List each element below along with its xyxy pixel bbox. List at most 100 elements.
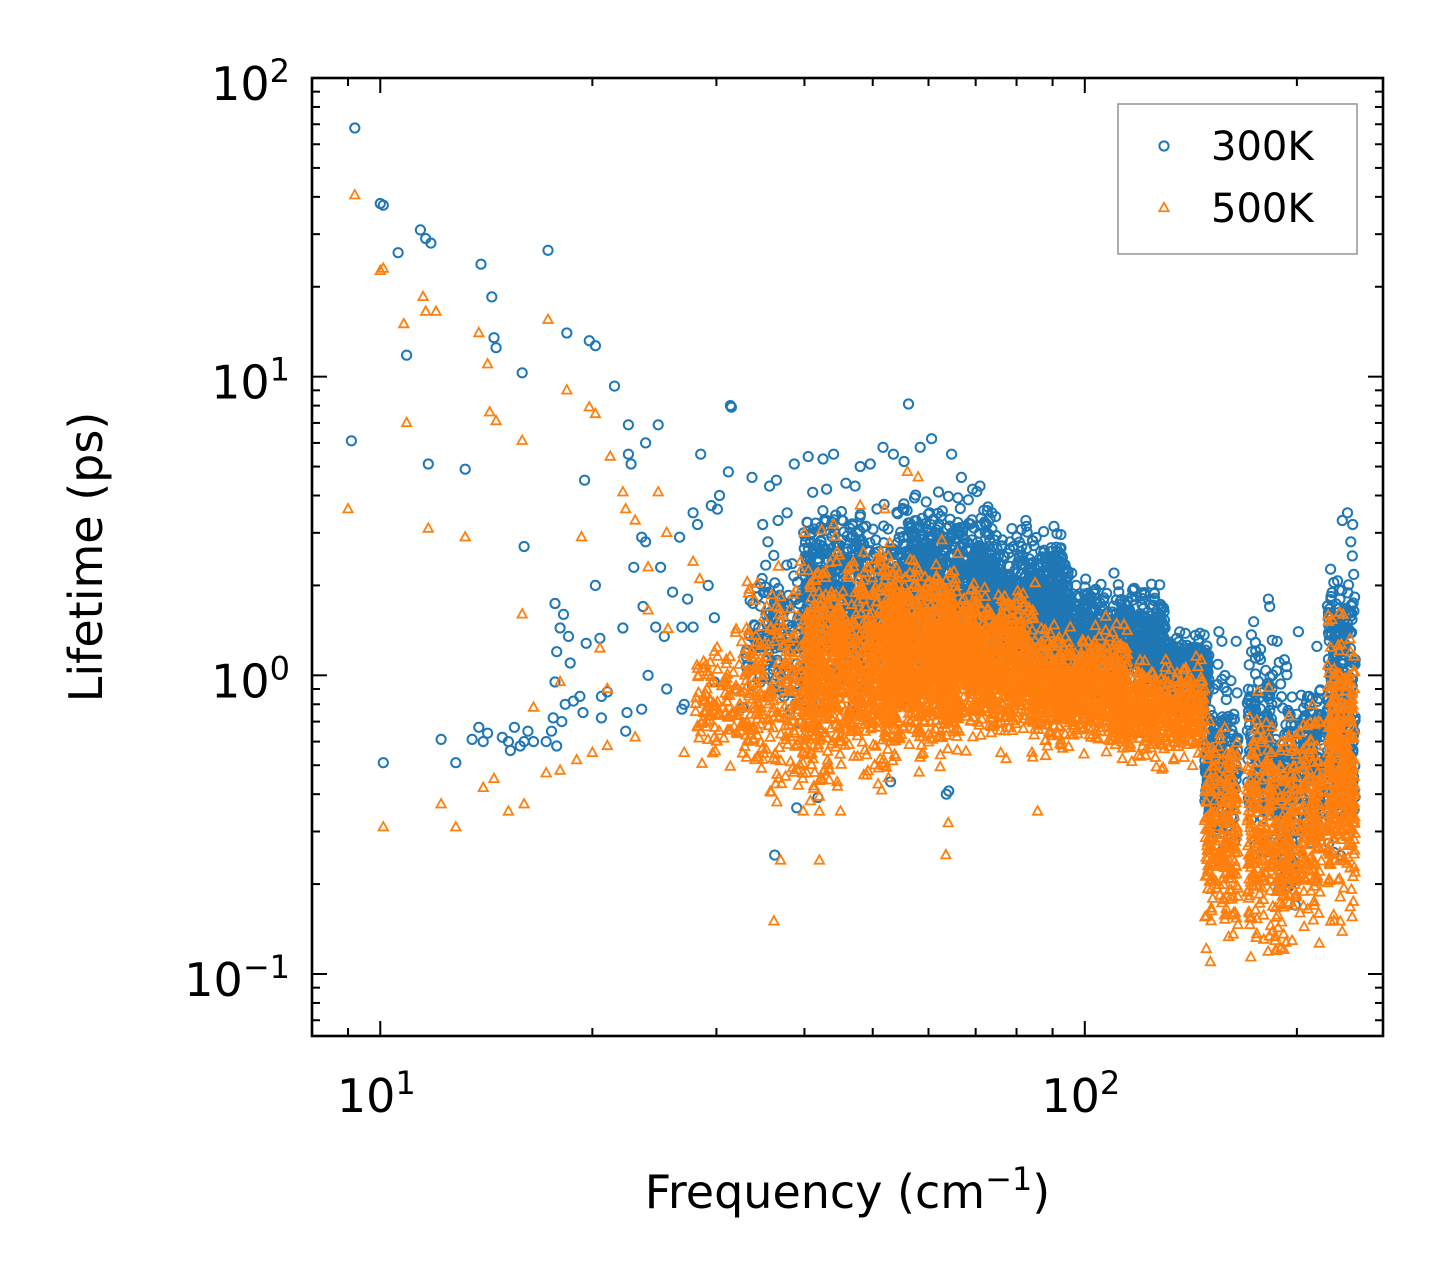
data-point-300K bbox=[1341, 507, 1354, 519]
data-point-300K bbox=[788, 458, 800, 470]
data-point-300K bbox=[617, 622, 629, 634]
data-point-300K bbox=[642, 669, 654, 681]
data-point-300K bbox=[802, 451, 814, 463]
data-point-300K bbox=[968, 522, 980, 534]
data-point-300K bbox=[1231, 687, 1243, 699]
data-point-300K bbox=[958, 521, 970, 534]
data-point-300K bbox=[959, 534, 971, 546]
data-point-300K bbox=[826, 516, 838, 528]
data-point-300K bbox=[414, 224, 426, 236]
data-point-300K bbox=[887, 448, 900, 460]
data-point-300K bbox=[1286, 691, 1298, 703]
data-point-300K bbox=[1021, 526, 1033, 538]
data-point-300K bbox=[488, 332, 500, 344]
data-point-300K bbox=[764, 480, 776, 492]
data-point-300K bbox=[1051, 565, 1063, 577]
data-point-300K bbox=[1345, 536, 1357, 548]
data-point-300K bbox=[577, 707, 589, 719]
data-point-300K bbox=[1311, 640, 1323, 653]
data-point-300K bbox=[583, 335, 595, 347]
data-point-300K bbox=[561, 327, 573, 339]
data-point-300K bbox=[508, 721, 521, 733]
data-point-300K bbox=[1112, 579, 1124, 591]
data-point-300K bbox=[1003, 543, 1016, 555]
data-point-300K bbox=[902, 398, 915, 410]
data-point-300K bbox=[911, 522, 923, 534]
data-point-300K bbox=[477, 736, 489, 748]
data-point-300K bbox=[768, 549, 780, 562]
data-point-300K bbox=[542, 244, 554, 256]
data-point-300K bbox=[897, 502, 909, 515]
data-point-300K bbox=[939, 545, 951, 557]
series-500K bbox=[341, 188, 1362, 967]
data-point-300K bbox=[1108, 567, 1120, 579]
data-point-300K bbox=[589, 340, 602, 352]
data-point-300K bbox=[547, 712, 559, 724]
data-point-300K bbox=[836, 514, 848, 526]
data-point-300K bbox=[788, 570, 800, 582]
data-point-300K bbox=[687, 621, 699, 633]
data-point-300K bbox=[579, 474, 591, 486]
data-point-300K bbox=[1028, 540, 1040, 552]
data-point-300K bbox=[846, 518, 858, 530]
data-point-300K bbox=[808, 523, 820, 535]
data-point-300K bbox=[757, 518, 769, 531]
data-point-300K bbox=[935, 510, 947, 522]
data-point-300K bbox=[1027, 535, 1039, 547]
data-point-300K bbox=[1216, 635, 1228, 647]
data-point-300K bbox=[947, 529, 960, 541]
data-point-300K bbox=[628, 561, 640, 573]
data-point-300K bbox=[551, 740, 563, 752]
data-point-300K bbox=[849, 480, 861, 492]
data-point-300K bbox=[608, 380, 621, 392]
data-point-300K bbox=[793, 598, 805, 610]
data-point-300K bbox=[559, 698, 571, 710]
data-point-300K bbox=[942, 490, 955, 502]
data-point-300K bbox=[1038, 526, 1050, 538]
data-point-300K bbox=[1014, 555, 1026, 567]
data-point-300K bbox=[475, 258, 487, 270]
data-point-300K bbox=[486, 291, 498, 303]
data-point-300K bbox=[1038, 619, 1050, 631]
data-point-300K bbox=[870, 534, 882, 546]
data-point-300K bbox=[392, 247, 404, 259]
data-point-300K bbox=[910, 515, 923, 527]
data-point-300K bbox=[435, 733, 447, 746]
data-point-300K bbox=[466, 733, 478, 746]
data-point-300K bbox=[676, 621, 688, 633]
data-point-300K bbox=[854, 538, 866, 550]
data-point-300K bbox=[877, 441, 889, 453]
data-point-300K bbox=[1325, 563, 1337, 575]
data-point-300K bbox=[661, 683, 673, 695]
data-point-300K bbox=[1036, 587, 1048, 599]
data-point-300K bbox=[914, 441, 926, 453]
data-point-300K bbox=[574, 690, 586, 703]
data-point-300K bbox=[1212, 658, 1224, 670]
data-point-300K bbox=[941, 522, 953, 535]
data-point-300K bbox=[682, 593, 694, 605]
data-point-300K bbox=[994, 559, 1007, 571]
data-point-300K bbox=[1051, 545, 1063, 557]
data-point-300K bbox=[655, 561, 667, 573]
data-point-300K bbox=[908, 492, 921, 504]
data-point-300K bbox=[898, 498, 910, 510]
data-point-300K bbox=[1348, 568, 1360, 581]
data-point-300K bbox=[1009, 564, 1021, 576]
data-point-300K bbox=[815, 521, 827, 533]
data-point-300K bbox=[936, 505, 948, 517]
data-point-300K bbox=[450, 757, 462, 769]
data-point-300K bbox=[926, 433, 938, 445]
data-point-300K bbox=[557, 608, 570, 621]
data-point-300K bbox=[473, 721, 485, 733]
data-point-300K bbox=[1026, 563, 1038, 575]
data-point-300K bbox=[821, 483, 833, 495]
data-point-300K bbox=[854, 461, 866, 473]
data-point-300K bbox=[946, 448, 958, 460]
data-point-300K bbox=[1049, 578, 1062, 590]
data-point-300K bbox=[621, 707, 633, 719]
data-point-300K bbox=[841, 530, 853, 542]
data-point-300K bbox=[904, 517, 916, 529]
data-point-300K bbox=[815, 536, 827, 548]
data-point-300K bbox=[562, 630, 575, 643]
